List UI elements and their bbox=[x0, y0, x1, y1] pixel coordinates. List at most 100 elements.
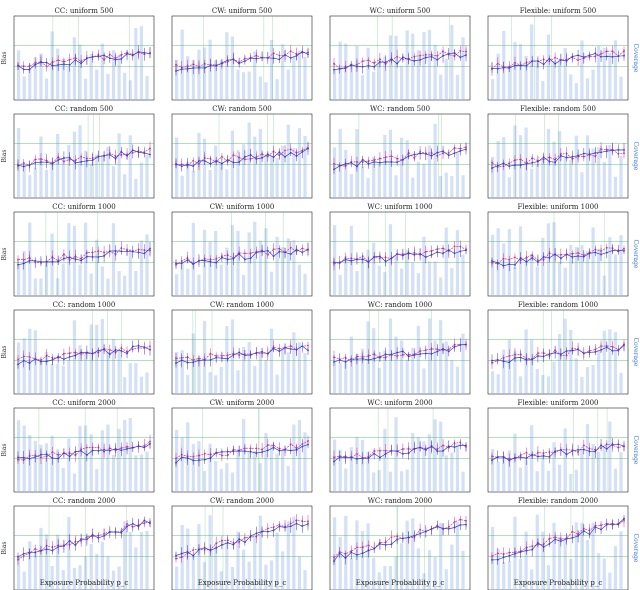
coverage-bar bbox=[281, 247, 285, 296]
coverage-bar bbox=[275, 532, 279, 590]
coverage-bar bbox=[383, 56, 387, 100]
bias-series-line bbox=[491, 343, 625, 364]
point bbox=[519, 356, 522, 359]
coverage-bar bbox=[128, 363, 132, 394]
point bbox=[131, 250, 134, 253]
point bbox=[34, 547, 37, 550]
coverage-bar bbox=[597, 248, 601, 296]
point bbox=[203, 546, 206, 549]
coverage-bar bbox=[95, 154, 99, 198]
coverage-bar bbox=[275, 236, 279, 296]
point bbox=[278, 350, 281, 353]
point bbox=[338, 165, 341, 167]
point bbox=[453, 346, 456, 348]
coverage-bar bbox=[44, 352, 49, 394]
panel-frame bbox=[171, 15, 313, 101]
point bbox=[249, 252, 252, 255]
coverage-bar bbox=[269, 328, 274, 394]
estimate-series-line bbox=[491, 53, 625, 70]
point bbox=[255, 447, 258, 450]
point bbox=[459, 150, 462, 152]
coverage-bar bbox=[175, 137, 179, 198]
coverage-bar bbox=[117, 271, 121, 296]
coverage-bar bbox=[145, 530, 149, 590]
point bbox=[295, 522, 298, 525]
point bbox=[502, 257, 505, 260]
panel-7: Flexible: random 500 bbox=[487, 105, 629, 199]
point bbox=[373, 65, 376, 68]
coverage-bar bbox=[269, 444, 274, 492]
point bbox=[51, 162, 54, 165]
point bbox=[577, 154, 579, 157]
point bbox=[611, 443, 614, 446]
point bbox=[198, 259, 200, 262]
coverage-bar bbox=[422, 368, 426, 394]
point bbox=[559, 154, 562, 157]
point bbox=[350, 63, 353, 66]
point bbox=[502, 360, 505, 363]
point bbox=[137, 445, 140, 447]
point bbox=[379, 456, 381, 459]
coverage-bar bbox=[145, 234, 149, 296]
point bbox=[379, 449, 381, 452]
point bbox=[491, 558, 493, 561]
coverage-bar bbox=[344, 256, 348, 296]
panel-10: WC: uniform 1000 bbox=[329, 203, 471, 297]
point bbox=[424, 153, 427, 155]
coverage-bar bbox=[366, 178, 370, 198]
point bbox=[272, 529, 275, 532]
coverage-bar bbox=[180, 437, 184, 492]
coverage-bar bbox=[383, 428, 387, 492]
coverage-bar bbox=[17, 342, 21, 394]
point bbox=[307, 344, 309, 347]
point bbox=[103, 154, 105, 157]
point bbox=[68, 58, 71, 61]
coverage-bar bbox=[422, 31, 426, 101]
panel-6: WC: random 500 bbox=[329, 105, 471, 199]
coverage-bar bbox=[123, 72, 127, 100]
coverage-bar bbox=[214, 546, 218, 590]
coverage-bar bbox=[535, 368, 539, 394]
coverage-bar bbox=[455, 152, 460, 198]
point bbox=[436, 450, 439, 452]
coverage-bar bbox=[541, 81, 545, 100]
point bbox=[344, 163, 347, 165]
coverage-bar bbox=[552, 361, 556, 394]
point bbox=[436, 54, 439, 57]
panel-17: CW: uniform 2000 bbox=[171, 399, 313, 493]
point bbox=[28, 259, 31, 262]
point bbox=[502, 66, 505, 69]
coverage-bar bbox=[461, 175, 465, 198]
coverage-bars bbox=[491, 24, 623, 101]
point bbox=[68, 455, 71, 458]
point bbox=[226, 358, 229, 360]
point bbox=[384, 156, 387, 159]
point bbox=[582, 56, 585, 58]
point bbox=[548, 256, 551, 259]
point bbox=[537, 541, 539, 544]
coverage-bar bbox=[461, 550, 465, 590]
point bbox=[531, 60, 534, 62]
point bbox=[243, 541, 246, 544]
point bbox=[97, 536, 100, 539]
point bbox=[22, 165, 25, 168]
coverage-bar bbox=[394, 556, 398, 590]
estimate-series-line bbox=[333, 445, 466, 462]
panel-title: CC: uniform 2000 bbox=[52, 399, 115, 407]
point bbox=[198, 459, 200, 462]
point bbox=[514, 256, 516, 259]
panel-5: CW: random 500 bbox=[171, 105, 313, 199]
point bbox=[114, 58, 117, 61]
reference-lines bbox=[14, 16, 154, 100]
point bbox=[396, 55, 399, 58]
coverage-bar bbox=[219, 60, 223, 100]
point bbox=[344, 361, 347, 363]
point bbox=[272, 248, 275, 251]
point bbox=[577, 54, 579, 57]
coverage-bar bbox=[67, 144, 71, 198]
point bbox=[519, 158, 522, 161]
point bbox=[617, 443, 620, 446]
coverage-bar bbox=[286, 466, 290, 492]
point bbox=[519, 64, 522, 67]
point bbox=[149, 345, 151, 348]
